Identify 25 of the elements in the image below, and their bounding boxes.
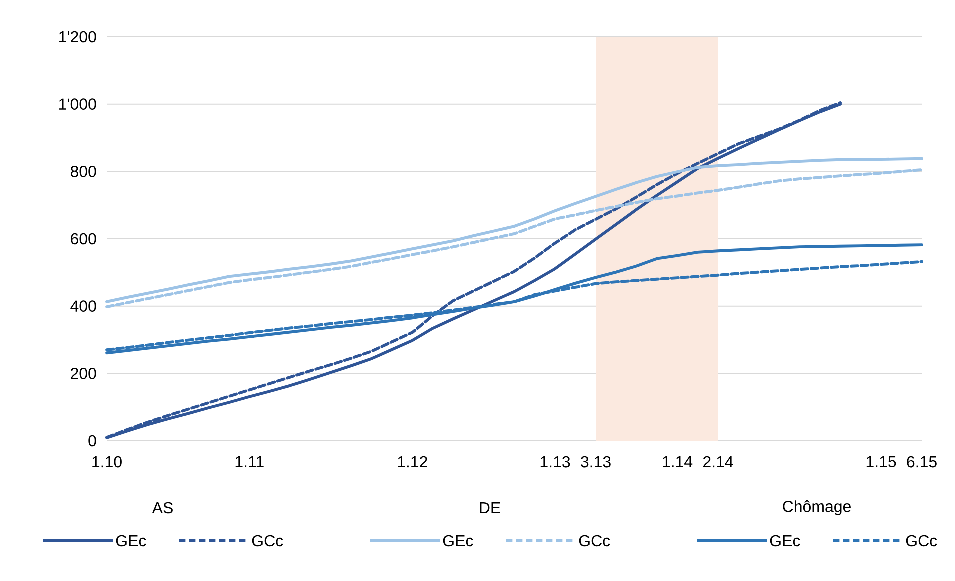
x-tick-label: 1.14 (663, 456, 693, 468)
y-tick-label: 200 (71, 368, 96, 380)
y-tick-label: 800 (70, 166, 96, 178)
x-tick-label: 1.12 (398, 456, 428, 468)
x-tick-label: 1.10 (92, 456, 122, 468)
y-tick-label: 400 (70, 300, 96, 312)
text: DE (480, 502, 500, 514)
y-tick-label: 600 (71, 233, 96, 245)
legend-label: GEc (443, 535, 474, 547)
text: AS (152, 502, 173, 514)
x-tick-label: 1.13 (540, 456, 570, 468)
y-tick-label: 0 (88, 435, 96, 447)
y-tick-label: 1'200 (60, 31, 96, 43)
x-tick-label: 2.14 (703, 456, 734, 468)
y-tick-label: 1'000 (60, 98, 96, 110)
legend-label: GEc (116, 535, 146, 547)
x-tick-label: 1.11 (236, 456, 264, 468)
text: Chômage (783, 500, 851, 516)
legend-label: GCc (579, 535, 610, 547)
x-tick-label: 6.15 (907, 456, 937, 468)
x-tick-label: 1.15 (866, 456, 896, 468)
x-tick-label: 3.13 (581, 456, 611, 468)
legend-label: GCc (906, 535, 938, 547)
legend-label: GCc (252, 535, 284, 547)
legend-label: GEc (770, 535, 800, 547)
